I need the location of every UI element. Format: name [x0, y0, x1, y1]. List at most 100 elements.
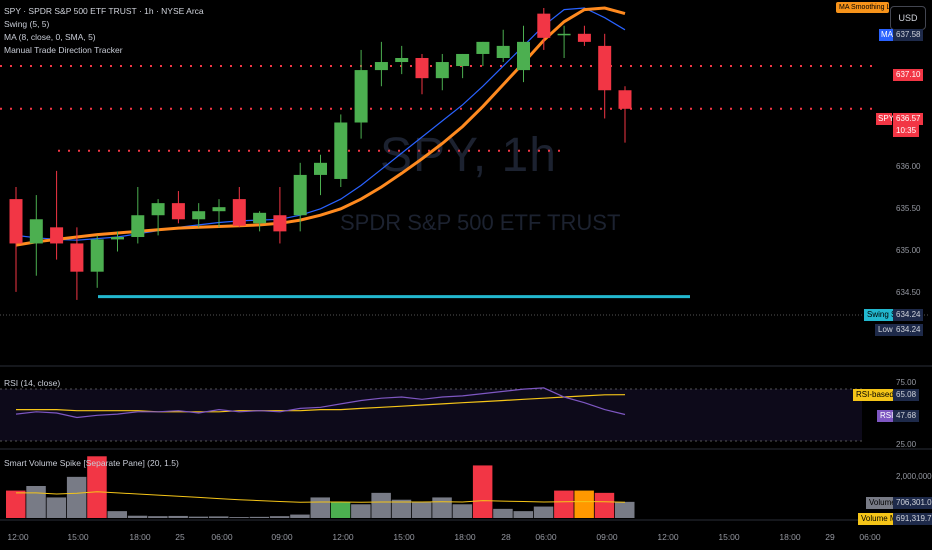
volume-bar — [310, 497, 330, 518]
volume-bar — [127, 515, 148, 518]
volume-bar — [351, 504, 371, 518]
volume-bar — [229, 517, 249, 518]
rsi-ma-line — [16, 394, 626, 413]
candle — [395, 57, 409, 63]
time-tick: 15:00 — [67, 532, 89, 542]
time-tick: 25 — [175, 532, 185, 542]
ma-price-label: 637.58 — [893, 29, 924, 41]
candle — [354, 70, 368, 123]
candle — [151, 203, 165, 216]
price-tick: 635.50 — [896, 204, 921, 213]
volume-tag: Volume — [866, 497, 899, 509]
volume-bar — [107, 511, 127, 518]
candle — [577, 33, 591, 42]
volume-bar — [615, 501, 635, 518]
ma-tag: MA — [879, 29, 893, 41]
time-tick: 29 — [825, 532, 835, 542]
candle — [435, 62, 449, 79]
volume-legend-label: Smart Volume Spike [Separate Pane] (20, … — [4, 458, 179, 468]
level-price-label: 637.10 — [893, 69, 924, 81]
candle — [90, 239, 104, 272]
candle — [293, 174, 307, 216]
volume-bar — [6, 490, 26, 518]
volume-bar — [412, 502, 432, 518]
candle — [273, 215, 287, 232]
time-tick: 09:00 — [596, 532, 618, 542]
candle — [232, 199, 246, 226]
price-tick: 634.50 — [896, 288, 921, 297]
volume-bar — [168, 515, 188, 518]
candle — [557, 33, 571, 36]
rsi-tick: 75.00 — [896, 378, 917, 387]
volume-bar — [432, 497, 452, 518]
candle — [192, 211, 206, 220]
candle — [456, 53, 470, 67]
volume-bar — [554, 490, 574, 518]
price-tick: 636.00 — [896, 162, 921, 171]
candle — [537, 13, 551, 38]
volume-bar — [452, 504, 473, 518]
top-indicator-badge: MA Smoothing Line — [836, 2, 889, 13]
time-tick: 18:00 — [454, 532, 476, 542]
candle — [314, 162, 327, 175]
candle — [476, 41, 490, 54]
indicator-trade-tracker[interactable]: Manual Trade Direction Tracker — [4, 45, 123, 55]
volume-bar — [87, 456, 107, 518]
volume-bar — [249, 516, 270, 518]
volume-bar — [26, 486, 46, 518]
volume-bar — [391, 499, 412, 518]
time-tick: 06:00 — [211, 532, 233, 542]
candle — [334, 122, 348, 179]
candle — [374, 62, 388, 71]
candle — [212, 207, 226, 212]
candle — [415, 57, 429, 79]
low-tag: Low — [875, 324, 896, 336]
rsi-tag: RSI — [877, 410, 897, 422]
time-tick: 12:00 — [657, 532, 679, 542]
candle — [111, 237, 124, 240]
time-tick: 06:00 — [859, 532, 881, 542]
symbol-title[interactable]: SPY · SPDR S&P 500 ETF TRUST · 1h · NYSE… — [4, 6, 204, 16]
volume-bar — [371, 492, 391, 518]
candle — [131, 215, 145, 238]
time-tick: 18:00 — [779, 532, 801, 542]
volume-ma-line — [16, 491, 626, 503]
chart-legend: SPY · SPDR S&P 500 ETF TRUST · 1h · NYSE… — [4, 5, 204, 57]
volume-bar — [66, 476, 87, 518]
volume-ma-value: 691,319.75 — [893, 513, 932, 525]
price-tick: 635.00 — [896, 246, 921, 255]
volume-legend[interactable]: Smart Volume Spike [Separate Pane] (20, … — [4, 457, 179, 470]
symbol-tag: SPY — [876, 113, 895, 125]
volume-bar — [209, 516, 229, 518]
candle — [253, 212, 267, 224]
swing-sl-price: 634.24 — [893, 309, 924, 321]
bar-countdown: 10:35 — [893, 125, 920, 137]
volume-tick: 2,000,000.00 — [896, 472, 932, 481]
time-tick: 09:00 — [271, 532, 293, 542]
currency-button[interactable]: USD — [890, 6, 926, 30]
indicator-swing[interactable]: Swing (5, 5) — [4, 19, 50, 29]
volume-bar — [513, 511, 533, 518]
time-tick: 15:00 — [393, 532, 415, 542]
rsi-line — [15, 387, 626, 419]
time-tick: 06:00 — [535, 532, 557, 542]
low-price-label: 634.24 — [893, 324, 924, 336]
volume-bar — [574, 490, 594, 518]
watermark-name: SPDR S&P 500 ETF TRUST — [340, 210, 621, 235]
volume-bar — [148, 516, 168, 518]
volume-bar — [290, 514, 310, 518]
volume-bar — [533, 506, 554, 518]
time-tick: 18:00 — [129, 532, 151, 542]
volume-value: 706,301.00 — [893, 497, 932, 509]
candle — [9, 199, 23, 244]
time-tick: 12:00 — [332, 532, 354, 542]
volume-bar — [269, 516, 290, 518]
candle — [598, 45, 612, 91]
time-tick: 15:00 — [718, 532, 740, 542]
rsi-legend[interactable]: RSI (14, close) — [4, 377, 60, 390]
volume-bar — [594, 492, 615, 518]
volume-bar — [330, 502, 351, 518]
indicator-ma[interactable]: MA (8, close, 0, SMA, 5) — [4, 32, 96, 42]
volume-bar — [188, 516, 209, 518]
